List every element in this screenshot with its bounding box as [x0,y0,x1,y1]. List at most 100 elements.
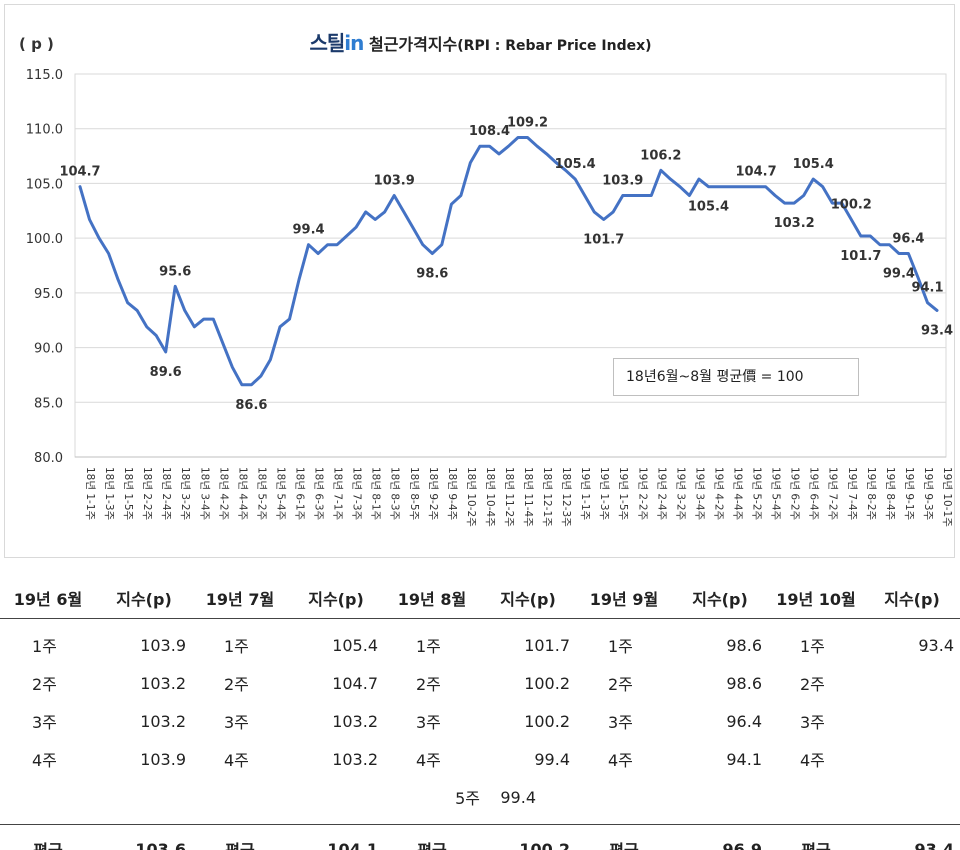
week-label: 3주 [800,713,825,732]
index-value: 103.2 [140,673,186,693]
week-label: 4주 [416,751,441,770]
y-tick-label: 80.0 [34,451,63,466]
index-value [864,664,960,702]
week-label: 1주 [800,637,825,656]
week-label: 1주 [416,637,441,656]
index-value: 93.4 [918,635,954,655]
data-label: 104.7 [736,165,777,180]
data-label: 109.2 [507,115,548,130]
data-label: 105.4 [793,157,834,172]
x-tick-label: 19년 7-4주 [846,467,858,521]
x-tick-label: 19년 3-4주 [693,467,705,521]
data-label: 93.4 [921,323,953,338]
y-tick-label: 85.0 [34,396,63,411]
table-row: 2주 103.2 2주 104.7 2주 100.2 2주 98.6 2주 [0,664,960,702]
week-label: 4주 [32,751,57,770]
week-label: 2주 [224,675,249,694]
table-row: 4주 103.9 4주 103.2 4주 99.4 4주 94.1 4주 [0,740,960,778]
base-note-box: 18년6월~8월 평균價 = 100 [613,358,859,396]
average-value: 104.1 [288,823,384,850]
data-label: 101.7 [840,249,881,264]
index-value: 104.7 [332,673,378,693]
data-label: 105.4 [555,157,596,172]
chart-container: 스틸in 철근가격지수(RPI : Rebar Price Index) ( p… [4,4,955,558]
average-label: 평균 [0,823,96,850]
x-tick-label: 19년 7-2주 [827,467,839,521]
week-label: 2주 [800,675,825,694]
data-label: 94.1 [911,281,943,296]
x-tick-label: 18년 8-1주 [370,467,382,521]
x-tick-label: 18년 2-2주 [141,467,153,521]
x-tick-label: 18년 12-3주 [560,467,572,527]
x-tick-label: 18년 2-4주 [160,467,172,521]
week-label: 2주 [416,675,441,694]
header-index-unit: 지수(p) [672,578,768,619]
x-tick-label: 19년 9-1주 [903,467,915,521]
x-tick-label: 19년 1-5주 [617,467,629,521]
data-label: 98.6 [416,266,448,281]
average-value: 100.2 [480,823,576,850]
data-label: 101.7 [583,233,624,248]
x-tick-label: 19년 8-2주 [865,467,877,521]
y-tick-label: 100.0 [26,232,63,247]
average-value: 96.9 [672,823,768,850]
header-index-unit: 지수(p) [288,578,384,619]
average-label: 평균 [576,823,672,850]
index-value: 103.2 [332,749,378,769]
x-tick-label: 18년 1-3주 [103,467,115,521]
spacer-row [0,618,960,626]
x-tick-label: 19년 6-2주 [789,467,801,521]
x-tick-label: 19년 2-4주 [655,467,667,521]
header-month: 19년 7월 [192,578,288,619]
x-tick-label: 18년 4-4주 [236,467,248,521]
x-tick-label: 18년 7-1주 [332,467,344,521]
x-tick-label: 18년 4-2주 [217,467,229,521]
data-label: 108.4 [469,124,510,139]
header-month: 19년 6월 [0,578,96,619]
data-label: 103.2 [774,216,815,231]
x-tick-label: 18년 12-1주 [541,467,553,527]
data-label: 86.6 [235,398,267,413]
index-value [864,702,960,740]
x-tick-label: 19년 3-2주 [674,467,686,521]
x-tick-label: 18년 8-3주 [389,467,401,521]
index-value: 94.1 [726,749,762,769]
data-label: 96.4 [892,231,924,246]
x-tick-label: 19년 9-3주 [922,467,934,521]
chart-title-main: 철근가격지수 [368,35,458,54]
data-label: 99.4 [883,266,915,281]
x-tick-label: 19년 4-4주 [732,467,744,521]
average-label: 평균 [192,823,288,850]
x-tick-label: 18년 11-4주 [522,467,534,527]
x-tick-label: 18년 7-3주 [351,467,363,521]
steelin-logo: 스틸in [309,31,364,55]
x-tick-label: 19년 1-1주 [579,467,591,521]
x-tick-label: 19년 5-2주 [751,467,763,521]
average-label: 평균 [768,823,864,850]
header-index-unit: 지수(p) [96,578,192,619]
x-tick-label: 18년 1-1주 [84,467,96,521]
index-value [864,740,960,778]
fifth-week-row: 5주 99.4 [0,778,960,816]
average-value: 103.6 [96,823,192,850]
y-tick-label: 90.0 [34,342,63,357]
y-tick-label: 110.0 [26,123,63,138]
x-tick-label: 18년 1-5주 [122,467,134,521]
x-tick-label: 19년 5-4주 [770,467,782,521]
header-index-unit: 지수(p) [864,578,960,619]
index-value: 103.2 [332,711,378,731]
table-row: 3주 103.2 3주 103.2 3주 100.2 3주 96.4 3주 [0,702,960,740]
x-tick-label: 18년 10-2주 [465,467,477,527]
data-label: 100.2 [831,198,872,213]
week-label: 3주 [32,713,57,732]
week-label: 4주 [224,751,249,770]
y-tick-label: 115.0 [26,68,63,83]
table-row: 1주 103.9 1주 105.4 1주 101.7 1주 98.6 1주 93.4 [0,626,960,664]
data-label: 103.9 [602,173,643,188]
week-label: 1주 [32,637,57,656]
index-value: 98.6 [726,635,762,655]
week-label: 4주 [608,751,633,770]
plot-area [74,73,947,458]
header-index-unit: 지수(p) [480,578,576,619]
x-tick-label: 18년 9-4주 [446,467,458,521]
